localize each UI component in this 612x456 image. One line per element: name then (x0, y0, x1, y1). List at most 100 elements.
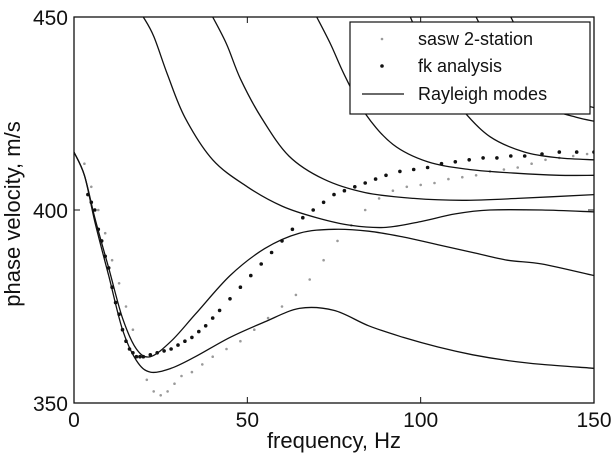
fk-point (453, 160, 458, 164)
sasw-point (377, 197, 381, 200)
legend: sasw 2-station fk analysis Rayleigh mode… (349, 21, 591, 115)
legend-marker-fk (380, 64, 384, 68)
rayleigh-mode-3 (142, 17, 594, 229)
legend-box (349, 21, 591, 115)
sasw-point (461, 175, 464, 179)
fk-point (332, 192, 336, 197)
fk-point (197, 329, 201, 334)
fk-point (574, 150, 579, 154)
fk-point (540, 152, 544, 156)
sasw-point (152, 390, 155, 393)
legend-label-fk: fk analysis (418, 56, 502, 76)
y-tick-label: 450 (33, 7, 68, 30)
fk-point (290, 227, 295, 232)
sasw-point (166, 390, 169, 393)
fk-point (557, 150, 562, 154)
sasw-point (90, 185, 93, 189)
sasw-point (253, 328, 256, 332)
rayleigh-mode-2 (74, 151, 594, 358)
sasw-point (211, 355, 214, 359)
tick-layer: 0 50 100 150 350 400 450 (33, 7, 612, 432)
fk-point (311, 208, 316, 212)
legend-marker-sasw (380, 37, 384, 41)
sasw-point (173, 382, 176, 386)
fk-point (269, 250, 274, 255)
fk-point (509, 154, 513, 158)
fk-point (134, 354, 139, 359)
sasw-point (266, 316, 270, 320)
sasw-point (280, 305, 284, 308)
rayleigh-mode-5 (316, 17, 594, 177)
fk-point (321, 200, 326, 205)
sasw-point (131, 328, 135, 332)
sasw-point (571, 154, 575, 158)
sasw-point (180, 374, 183, 378)
x-tick-label: 50 (236, 409, 259, 432)
sasw-point (97, 208, 100, 212)
fk-point (259, 262, 264, 266)
sasw-point (159, 394, 162, 397)
sasw-point (322, 258, 325, 262)
sasw-point (391, 189, 395, 192)
fk-point (398, 169, 402, 174)
fk-point (353, 185, 357, 189)
fk-point (217, 308, 222, 313)
legend-label-rayleigh: Rayleigh modes (418, 84, 547, 104)
sasw-point (103, 231, 107, 235)
sasw-point (294, 293, 298, 297)
x-tick-label: 150 (576, 409, 611, 432)
x-tick-label: 100 (403, 409, 438, 432)
plot-layer (74, 17, 594, 397)
sasw-point (239, 339, 242, 343)
sasw-point (502, 168, 506, 171)
sasw-point (363, 208, 367, 212)
fk-point (342, 188, 347, 193)
y-tick-label: 400 (33, 200, 68, 223)
fk-point (138, 354, 142, 359)
rayleigh-mode-4 (212, 17, 594, 201)
fk-point (93, 208, 97, 212)
sasw-point (336, 239, 339, 243)
sasw-point (516, 166, 519, 169)
sasw-point (83, 162, 86, 165)
x-axis-label: frequency, Hz (267, 428, 401, 453)
y-tick-label: 350 (33, 393, 68, 416)
fk-point (301, 215, 305, 220)
fk-point (148, 353, 153, 357)
fk-point (384, 173, 388, 178)
fk-point (373, 177, 378, 181)
sasw-point (308, 278, 312, 281)
sasw-point (201, 363, 204, 366)
fk-point (183, 339, 187, 344)
sasw-point (433, 181, 436, 185)
sasw-point (530, 162, 533, 165)
fk-point (169, 347, 173, 351)
sasw-point (405, 185, 409, 189)
fk-point (238, 285, 243, 290)
sasw-point (110, 258, 114, 262)
sasw-point (117, 282, 121, 285)
sasw-point (474, 174, 478, 177)
fk-point (203, 324, 208, 328)
sasw-point (124, 305, 128, 308)
rayleigh-mode-1 (74, 151, 594, 374)
fk-point (425, 165, 430, 170)
sasw-point (145, 378, 149, 382)
fk-point (249, 273, 253, 278)
fk-point (190, 335, 194, 340)
sasw-point (544, 158, 547, 162)
sasw-point (585, 152, 589, 156)
fk-point (363, 181, 368, 185)
sasw-point (419, 183, 423, 187)
fk-point (162, 349, 166, 353)
fk-point (210, 316, 215, 320)
fk-point (522, 154, 527, 158)
fk-point (495, 156, 499, 160)
fk-point (481, 156, 485, 160)
fk-point (176, 343, 180, 347)
legend-label-sasw: sasw 2-station (418, 29, 533, 49)
fk-point (228, 297, 232, 301)
x-tick-label: 0 (68, 409, 80, 432)
y-axis-label: phase velocity, m/s (0, 121, 25, 306)
